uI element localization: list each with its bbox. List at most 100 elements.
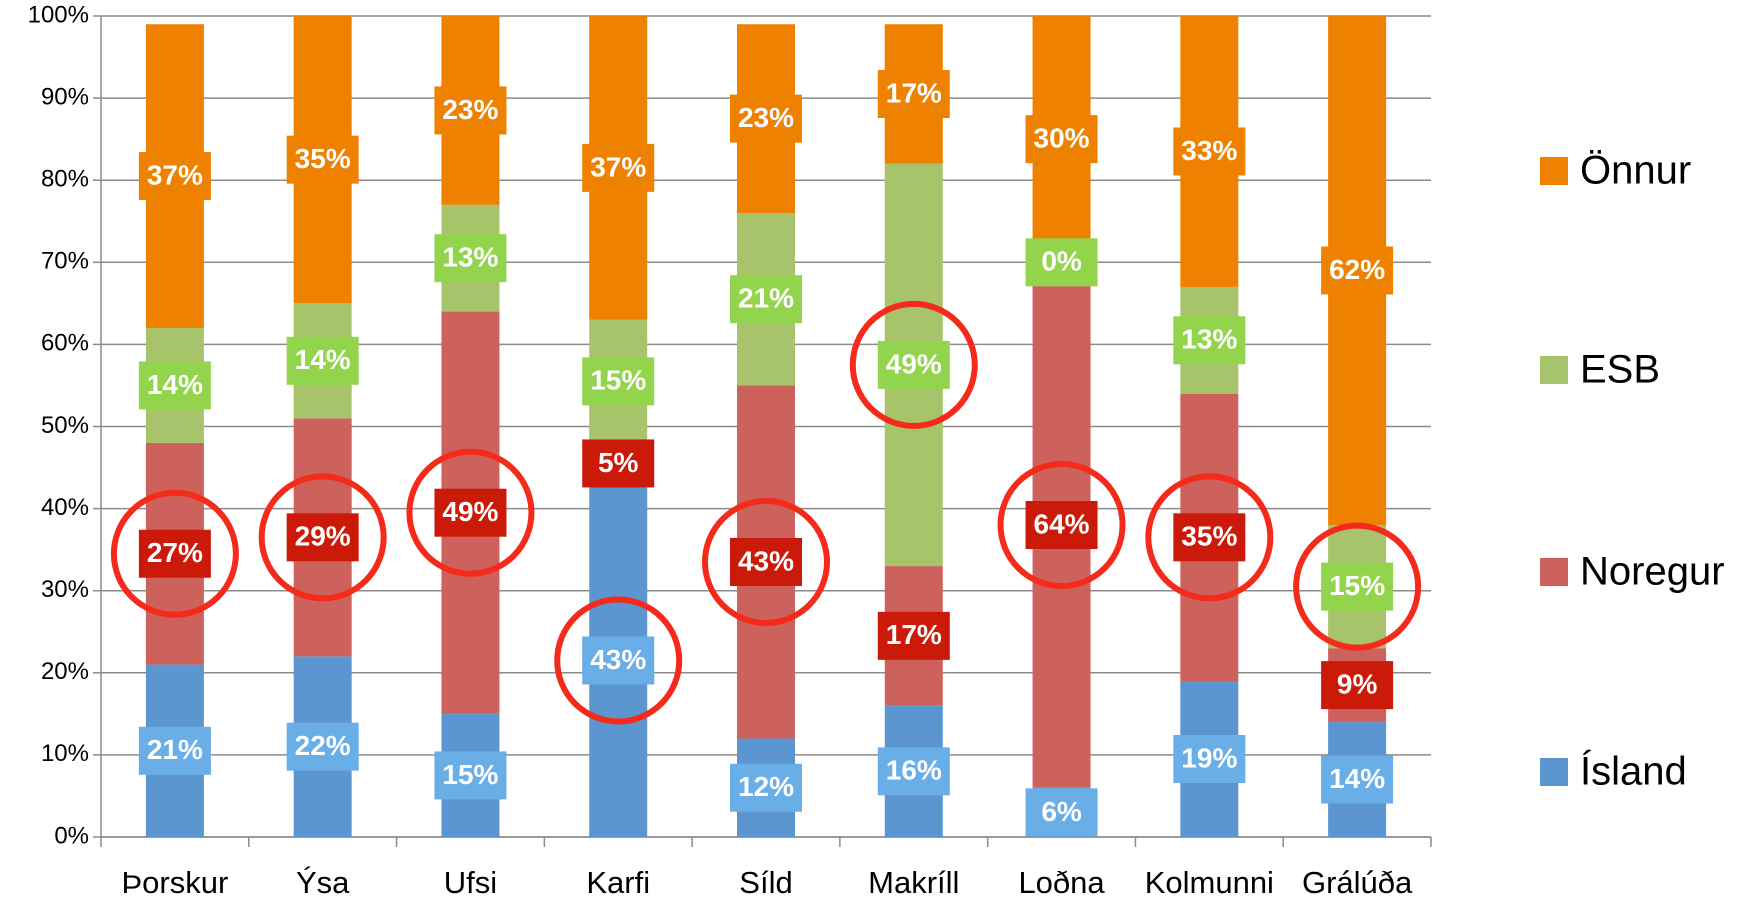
- value-label: 43%: [590, 644, 646, 675]
- y-tick-label: 90%: [41, 83, 89, 110]
- value-label-box: [730, 94, 802, 143]
- value-label: 43%: [738, 545, 794, 576]
- value-label-box: [1321, 562, 1394, 611]
- value-label-box: [286, 513, 359, 562]
- value-label: 12%: [738, 771, 794, 802]
- y-tick-label: 40%: [41, 494, 89, 521]
- legend-swatch: [1540, 558, 1568, 586]
- value-label: 27%: [147, 537, 203, 568]
- value-label-box: [286, 336, 359, 385]
- value-label-box: [877, 340, 950, 389]
- value-label-box: [730, 763, 802, 812]
- value-label-box: [1025, 501, 1098, 550]
- highlight-circle: [258, 473, 387, 602]
- value-label-box: [582, 439, 655, 488]
- highlight-circle: [1145, 473, 1274, 602]
- value-label: 37%: [147, 159, 203, 190]
- value-label: 23%: [738, 102, 794, 133]
- x-tick-label: Kolmunni: [1145, 865, 1274, 898]
- x-tick-label: Makríll: [868, 865, 959, 898]
- y-tick-label: 0%: [54, 822, 89, 849]
- value-label: 23%: [442, 94, 498, 125]
- highlight-circle: [554, 596, 683, 725]
- x-tick-label: Loðna: [1018, 865, 1105, 898]
- value-label-box: [286, 722, 359, 771]
- y-tick-label: 70%: [41, 248, 89, 275]
- value-label: 14%: [295, 344, 351, 375]
- legend-label: ESB: [1580, 348, 1660, 392]
- y-tick-label: 10%: [41, 740, 89, 767]
- value-label-box: [1321, 661, 1394, 710]
- value-label-box: [877, 747, 950, 796]
- x-tick-label: Grálúða: [1302, 865, 1413, 898]
- value-label-box: [1173, 513, 1246, 562]
- x-tick-label: Karfi: [586, 865, 650, 898]
- highlight-circle: [406, 448, 535, 577]
- value-label-box: [1173, 735, 1246, 784]
- value-label-box: [138, 726, 211, 775]
- value-label-box: [138, 152, 211, 201]
- x-tick-label: Síld: [739, 865, 792, 898]
- legend-swatch: [1540, 157, 1568, 185]
- value-label: 6%: [1041, 796, 1082, 827]
- y-tick-label: 60%: [41, 330, 89, 357]
- value-label: 35%: [1181, 521, 1237, 552]
- value-label: 22%: [295, 730, 351, 761]
- y-tick-label: 20%: [41, 658, 89, 685]
- value-label: 21%: [738, 283, 794, 314]
- value-label-box: [434, 751, 507, 800]
- value-label: 62%: [1329, 254, 1385, 285]
- legend-swatch: [1540, 356, 1568, 384]
- value-label: 30%: [1034, 123, 1090, 154]
- legend-label: Önnur: [1580, 149, 1691, 193]
- highlight-circle: [997, 461, 1126, 590]
- value-label: 64%: [1034, 508, 1090, 539]
- value-label: 13%: [442, 242, 498, 273]
- highlight-circle: [849, 300, 978, 429]
- value-label: 15%: [442, 759, 498, 790]
- value-label: 14%: [1329, 763, 1385, 794]
- value-label-box: [730, 275, 802, 324]
- value-label: 35%: [295, 143, 351, 174]
- value-label: 19%: [1181, 742, 1237, 773]
- value-label-box: [138, 361, 211, 410]
- highlight-circle: [1293, 522, 1422, 651]
- x-tick-label: Þorskur: [121, 865, 228, 898]
- value-label: 21%: [147, 734, 203, 765]
- value-label-box: [434, 86, 507, 135]
- y-tick-label: 100%: [28, 1, 89, 28]
- value-label-box: [1173, 127, 1246, 176]
- x-tick-label: Ýsa: [296, 865, 350, 898]
- value-label: 14%: [147, 369, 203, 400]
- value-label: 16%: [886, 755, 942, 786]
- value-label: 37%: [590, 151, 646, 182]
- value-label: 5%: [598, 447, 639, 478]
- value-label-box: [582, 143, 655, 192]
- value-label: 15%: [1329, 570, 1385, 601]
- legend-label: Ísland: [1580, 749, 1687, 794]
- value-label-box: [1173, 316, 1246, 365]
- legend-swatch: [1540, 758, 1568, 786]
- value-label-box: [730, 537, 802, 586]
- y-tick-label: 50%: [41, 412, 89, 439]
- legend-label: Noregur: [1580, 550, 1725, 594]
- value-label-box: [1025, 115, 1098, 164]
- value-label-box: [582, 636, 655, 685]
- value-label-box: [434, 234, 507, 283]
- highlight-circle: [702, 497, 830, 626]
- value-label-box: [1025, 788, 1098, 837]
- value-label: 33%: [1181, 135, 1237, 166]
- value-label-box: [1321, 246, 1394, 295]
- value-label-box: [434, 488, 507, 537]
- value-label-box: [286, 135, 359, 184]
- value-label: 49%: [442, 496, 498, 527]
- value-label: 29%: [295, 521, 351, 552]
- value-label: 17%: [886, 77, 942, 108]
- value-label-box: [1321, 755, 1394, 804]
- value-label: 15%: [590, 365, 646, 396]
- y-tick-label: 30%: [41, 576, 89, 603]
- value-label-box: [877, 69, 950, 118]
- value-label-box: [138, 529, 211, 578]
- value-label-box: [1025, 238, 1098, 287]
